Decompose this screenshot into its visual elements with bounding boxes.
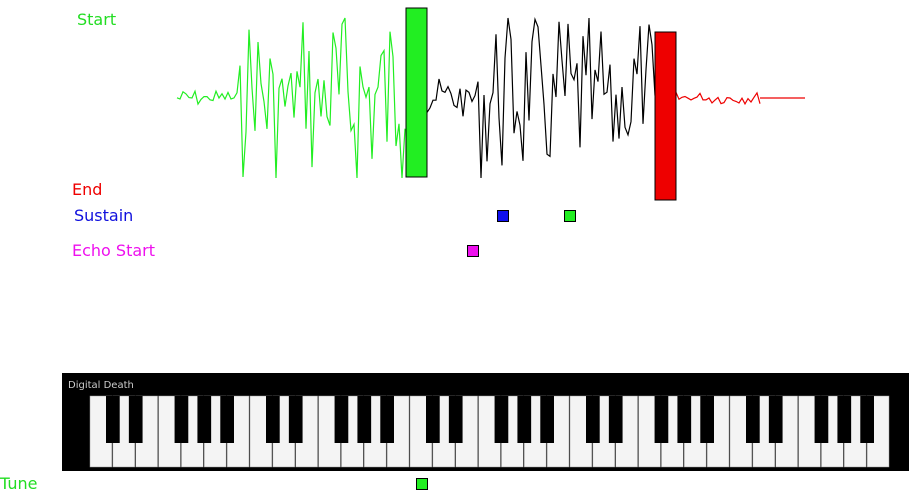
tune-label: Tune <box>0 475 37 493</box>
black-key <box>860 396 874 443</box>
black-key <box>266 396 280 443</box>
sustain-start-handle[interactable] <box>498 211 509 222</box>
black-key <box>837 396 851 443</box>
black-key <box>197 396 211 443</box>
black-key <box>449 396 463 443</box>
sample-editor: {"labels": {"start": "Start", "end": "En… <box>0 0 909 492</box>
black-key <box>495 396 509 443</box>
black-key <box>746 396 760 443</box>
black-key <box>769 396 783 443</box>
waveform <box>177 18 805 178</box>
sustain-label: Sustain <box>74 207 133 225</box>
start-marker[interactable] <box>406 8 427 177</box>
keyboard-title: Digital Death <box>68 380 134 391</box>
keys <box>90 396 889 467</box>
start-label: Start <box>77 11 116 29</box>
waveform-segment <box>427 18 655 178</box>
black-key <box>335 396 349 443</box>
black-key <box>289 396 303 443</box>
black-key <box>815 396 829 443</box>
black-key <box>106 396 120 443</box>
end-label: End <box>72 181 102 199</box>
black-key <box>677 396 691 443</box>
black-key <box>175 396 189 443</box>
black-key <box>426 396 440 443</box>
black-key <box>586 396 600 443</box>
black-key <box>655 396 669 443</box>
black-key <box>220 396 234 443</box>
end-marker[interactable] <box>655 32 676 200</box>
black-key <box>129 396 143 443</box>
black-key <box>540 396 554 443</box>
black-key <box>380 396 394 443</box>
black-key <box>517 396 531 443</box>
echo-start-handle[interactable] <box>468 246 479 257</box>
waveform-segment <box>177 18 405 178</box>
black-key <box>700 396 714 443</box>
tune-handle[interactable] <box>417 479 428 490</box>
black-key <box>357 396 371 443</box>
echo-start-label: Echo Start <box>72 242 155 260</box>
black-key <box>609 396 623 443</box>
waveform-segment <box>676 92 760 104</box>
sustain-end-handle[interactable] <box>565 211 576 222</box>
